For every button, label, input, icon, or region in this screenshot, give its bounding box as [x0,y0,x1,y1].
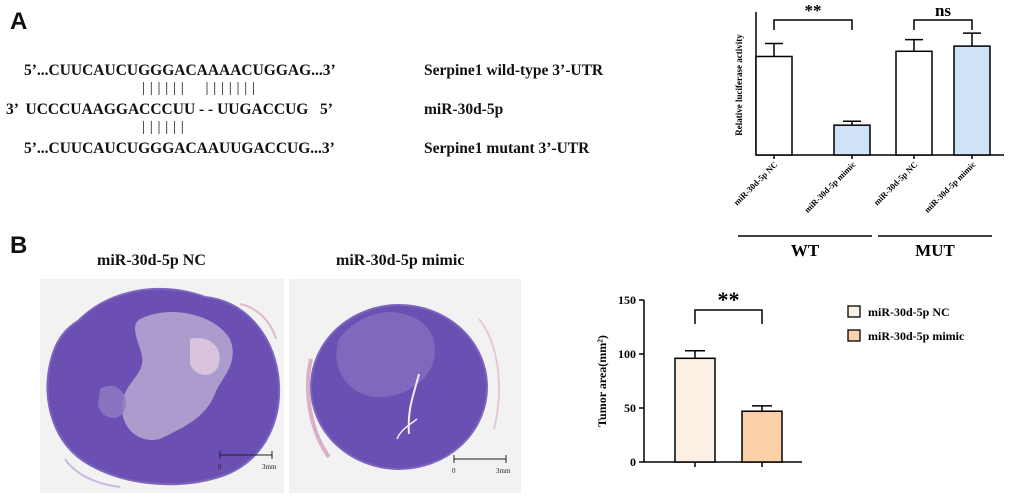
significance-label: ns [935,1,951,20]
bar [741,410,783,463]
x-tick-label: miR-30d-5p NC [731,159,779,207]
mutant-sequence: 5’...CUUCAUCUGGGACAAUUGACCUG...3’ [24,140,335,157]
histology-title-nc: miR-30d-5p NC [97,252,206,269]
legend-label: miR-30d-5p NC [868,305,950,319]
bar [755,55,793,156]
mutant-label: Serpine1 mutant 3’-UTR [424,140,590,157]
mirna-sequence: 3’ UCCCUAAGGACCCUU - - UUGACCUG 5’ [6,101,333,118]
legend-swatch [847,329,861,342]
pairing-lines-lower: | | | | | | [142,119,185,135]
histology-image-mimic: 0 3mm [289,279,521,493]
bar [833,124,871,156]
group-label: MUT [915,241,955,260]
significance-label: ** [718,287,740,312]
histology-title-mimic: miR-30d-5p mimic [336,252,465,269]
significance-bracket [773,19,853,30]
luciferase-chart: Relative luciferase activity miR-30d-5p N… [731,1,1004,260]
scale-start-nc: 0 [218,463,222,471]
panel-b-letter: B [10,232,28,259]
wildtype-label: Serpine1 wild-type 3’-UTR [424,62,604,79]
scale-end-mimic: 3mm [496,467,511,475]
bar [674,357,716,463]
group-label: WT [791,241,820,260]
wildtype-sequence: 5’...CUUCAUCUGGGACAAAACUGGAG...3’ [24,62,336,79]
x-tick-label: miR-30d-5p NC [871,159,919,207]
legend-label: miR-30d-5p mimic [868,329,965,343]
legend-swatch [847,305,861,318]
significance-bracket [694,309,763,324]
tumor-area-chart: 0 50 100 150 Tumor area(mm²) ** miR-30d-5p NC m… [595,287,965,469]
y-tick-label: 100 [618,347,636,361]
y-axis-label: Tumor area(mm²) [595,335,609,427]
y-tick-label: 0 [630,455,636,469]
significance-bracket [913,19,973,30]
y-tick-label: 150 [618,293,636,307]
significance-label: ** [805,1,822,20]
bar [953,45,991,156]
pairing-lines-upper: | | | | | | | | | | | | | [142,80,256,96]
scale-end-nc: 3mm [262,463,277,471]
y-axis-label: Relative luciferase activity [734,34,744,136]
mirna-label: miR-30d-5p [424,101,504,118]
y-tick-label: 50 [624,401,636,415]
histology-image-nc: 0 3mm [40,279,284,493]
bar [895,50,933,156]
x-tick-label: miR-30d-5p mimic [922,159,977,214]
x-tick-label: miR-30d-5p mimic [802,159,857,214]
panel-a-letter: A [10,8,28,35]
scale-start-mimic: 0 [452,467,456,475]
